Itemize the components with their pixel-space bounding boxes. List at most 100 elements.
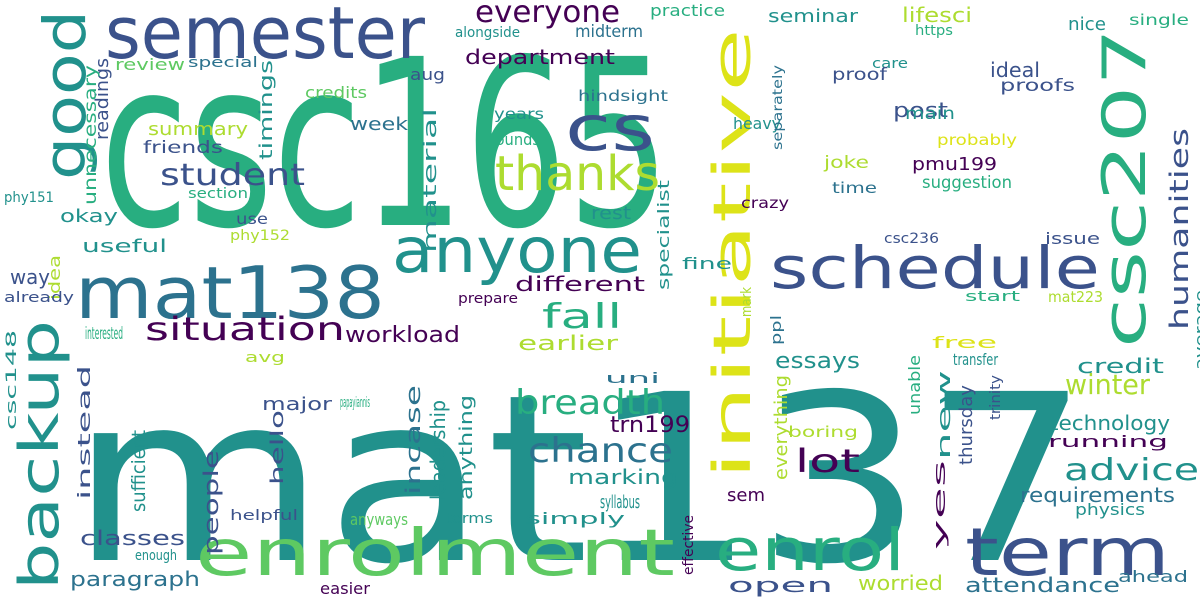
cloud-word-mat137: mat137 <box>70 345 1090 600</box>
cloud-word-department: department <box>465 45 615 69</box>
cloud-word-papayiannis: papayiannis <box>340 395 370 411</box>
cloud-word-proofs: proofs <box>1000 76 1075 96</box>
cloud-word-idea: idea <box>45 255 64 300</box>
cloud-word-week: week <box>350 114 409 135</box>
cloud-word-friends: friends <box>143 138 223 158</box>
cloud-word-hello: hello <box>267 410 288 485</box>
cloud-word-humanities: humanities <box>1165 128 1195 330</box>
cloud-word-situation: situation <box>145 310 345 348</box>
cloud-word-avg: avg <box>245 350 285 366</box>
cloud-word-summary: summary <box>148 119 248 140</box>
cloud-word-fine: fine <box>682 254 732 273</box>
cloud-word-physics: physics <box>1075 500 1145 519</box>
cloud-word-anyone: anyone <box>392 214 642 287</box>
cloud-word-student: student <box>160 158 305 193</box>
cloud-word-seminar: seminar <box>768 6 859 27</box>
cloud-word-enough: enough <box>135 548 177 564</box>
cloud-word-thursday: thursday <box>956 385 977 465</box>
cloud-word-separately: separately <box>771 65 786 150</box>
cloud-word-free: free <box>932 333 997 352</box>
cloud-word-people: people <box>199 450 223 555</box>
cloud-word-running: running <box>1048 432 1168 451</box>
cloud-word-specialist: specialist <box>654 180 673 290</box>
cloud-word-post: post <box>893 98 948 122</box>
cloud-word-trinity: trinity <box>988 375 1004 420</box>
cloud-word-average: average <box>1191 290 1200 370</box>
cloud-word-trn199: trn199 <box>610 413 690 438</box>
cloud-word-fall: fall <box>542 297 622 337</box>
cloud-word-mat138: mat138 <box>75 251 385 335</box>
cloud-word-proof: proof <box>832 65 888 85</box>
cloud-word-cs: cs <box>565 92 655 165</box>
cloud-word-uni: uni <box>605 371 660 387</box>
cloud-word-worried: worried <box>858 571 943 595</box>
cloud-word-good: good <box>31 10 99 180</box>
cloud-word-leadership: leadership <box>426 400 450 500</box>
cloud-word-major: major <box>262 394 333 415</box>
cloud-word-new: new <box>934 370 955 460</box>
cloud-word-lifesci: lifesci <box>902 3 972 27</box>
cloud-word-practice: practice <box>650 1 725 20</box>
cloud-word-schedule: schedule <box>770 234 1100 302</box>
cloud-word-csc236: csc236 <box>884 231 939 247</box>
cloud-word-mat223: mat223 <box>1048 288 1103 306</box>
cloud-word-ideal: ideal <box>990 58 1040 82</box>
cloud-word-credit: credit <box>1077 354 1164 378</box>
cloud-word-enrol: enrol <box>715 516 905 584</box>
cloud-word-years: years <box>494 105 544 123</box>
cloud-word-paragraph: paragraph <box>70 567 200 591</box>
cloud-word-aug: aug <box>410 65 445 84</box>
cloud-word-readings: readings <box>92 58 113 140</box>
cloud-word-ppl: ppl <box>769 315 785 345</box>
cloud-word-credits: credits <box>305 83 367 102</box>
cloud-word-interested: interested <box>85 324 123 344</box>
cloud-word-technology: technology <box>1050 411 1170 435</box>
cloud-word-yes: yes <box>930 460 949 550</box>
cloud-word-probably: probably <box>937 131 1017 149</box>
cloud-word-everyone: everyone <box>475 0 620 30</box>
cloud-word-csc148: csc148 <box>4 330 20 430</box>
cloud-word-crazy: crazy <box>741 194 789 212</box>
cloud-word-workload: workload <box>345 323 460 348</box>
cloud-word-heavy: heavy <box>733 114 781 133</box>
cloud-word-phy151: phy151 <box>4 190 54 206</box>
cloud-word-already: already <box>4 290 74 306</box>
cloud-word-anything: anything <box>456 395 477 500</box>
cloud-word-term: term <box>965 514 1170 591</box>
cloud-word-different: different <box>515 272 645 296</box>
cloud-word-start: start <box>965 289 1021 305</box>
cloud-word-semester: semester <box>105 0 425 75</box>
cloud-word-requirements: requirements <box>1020 483 1175 507</box>
cloud-word-winter: winter <box>1065 368 1150 401</box>
cloud-word-effective: effective <box>681 515 697 575</box>
cloud-word-phy152: phy152 <box>230 228 290 244</box>
cloud-word-csc165: csc165 <box>100 10 670 280</box>
cloud-word-section: section <box>188 186 248 202</box>
cloud-word-earlier: earlier <box>518 331 619 355</box>
cloud-word-special: special <box>188 55 258 71</box>
cloud-word-enrolment: enrolment <box>195 517 675 591</box>
cloud-word-helpful: helpful <box>230 508 298 524</box>
cloud-word-rest: rest <box>591 203 631 224</box>
cloud-word-way: way <box>10 265 50 289</box>
cloud-word-attendance: attendance <box>965 573 1120 597</box>
cloud-word-review: review <box>115 55 185 74</box>
cloud-word-csc207: csc207 <box>1090 28 1160 348</box>
cloud-word-boring: boring <box>788 423 858 441</box>
cloud-word-lot: lot <box>795 442 860 480</box>
cloud-word-material: material <box>420 108 441 253</box>
cloud-word-unnecessary: unnecessary <box>81 65 101 205</box>
cloud-word-chance: chance <box>528 431 673 471</box>
cloud-word-unable: unable <box>905 355 924 415</box>
cloud-word-joke: joke <box>823 153 869 173</box>
cloud-word-use: use <box>236 210 268 228</box>
cloud-word-terms: terms <box>445 511 493 527</box>
cloud-word-breadth: breadth <box>515 383 665 423</box>
cloud-word-sounds: sounds <box>488 130 540 149</box>
cloud-word-useful: useful <box>82 236 167 257</box>
cloud-word-easier: easier <box>320 579 370 598</box>
cloud-word-incase: incase <box>401 385 425 495</box>
cloud-word-open: open <box>728 573 833 597</box>
cloud-word-syllabus: syllabus <box>600 492 640 513</box>
